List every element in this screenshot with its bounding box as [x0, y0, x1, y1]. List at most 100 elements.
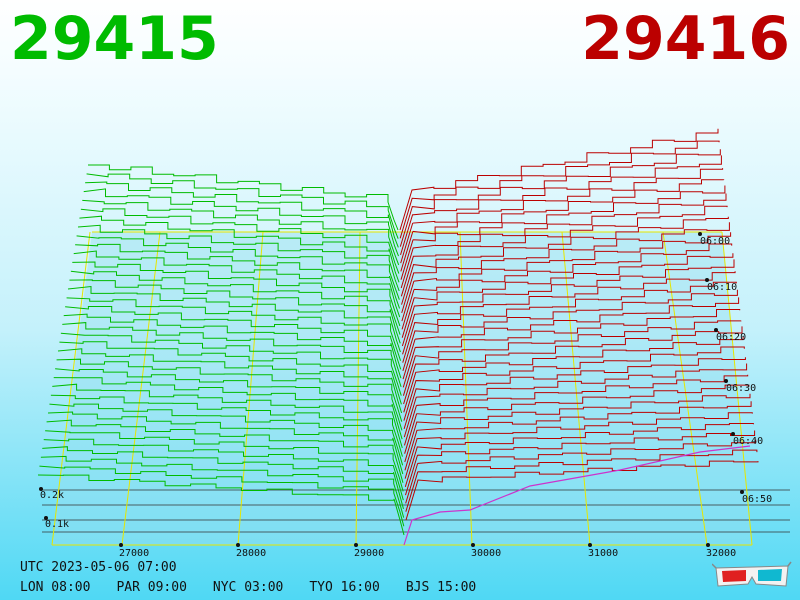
ask-price: 29416 — [581, 4, 790, 74]
ask-depth-curve — [403, 346, 745, 421]
bid-depth-curve — [46, 419, 404, 483]
ask-depth-curve — [401, 222, 730, 314]
ask-depth-curve — [400, 155, 722, 256]
time-tick-label: 06:10 — [707, 282, 737, 293]
ask-depth-curve — [399, 128, 719, 231]
grid-line — [721, 231, 753, 546]
bid-price: 29415 — [10, 4, 219, 74]
time-tick-label: 06:00 — [700, 236, 730, 247]
ask-depth-curve — [402, 309, 741, 388]
bid-depth-curve — [79, 215, 400, 283]
bid-depth-curve — [50, 394, 403, 457]
bid-depth-curve — [76, 235, 400, 300]
x-tick — [471, 543, 475, 547]
ask-depth-curve — [404, 412, 753, 479]
timezone-clock: NYC 03:00 — [212, 580, 284, 595]
time-tick — [724, 379, 728, 383]
timezone-clock: TYO 16:00 — [309, 580, 380, 595]
bid-depth-curve — [85, 181, 399, 248]
bid-depth-curve — [62, 322, 402, 388]
bid-depth-curve — [42, 446, 404, 510]
x-tick-label: 32000 — [706, 548, 736, 559]
depth-tick-label: 0.1k — [45, 519, 69, 530]
grid-line — [121, 231, 161, 546]
ask-depth-curve — [403, 363, 748, 438]
ask-depth-curve — [400, 193, 727, 289]
ask-depth-curve — [400, 185, 726, 280]
bid-depth-curve — [86, 173, 399, 239]
x-tick — [354, 543, 358, 547]
bid-depth-curve — [75, 243, 401, 309]
timezone-clock: PAR 09:00 — [116, 580, 187, 595]
time-tick-label: 06:30 — [726, 383, 756, 394]
timezone-clock: LON 08:00 — [20, 580, 91, 595]
ask-depth-curve — [403, 374, 749, 446]
x-tick — [236, 543, 240, 547]
time-tick — [705, 278, 709, 282]
time-tick — [731, 432, 735, 436]
bid-depth-curve — [59, 341, 402, 405]
grid-line — [237, 231, 264, 546]
ask-front-curve — [403, 445, 751, 546]
time-tick — [714, 328, 718, 332]
ask-depth-curve — [404, 401, 752, 471]
bid-depth-curve — [43, 438, 404, 501]
ask-depth-curve — [405, 439, 757, 504]
bid-depth-curve — [69, 279, 401, 344]
ask-depth-curve — [400, 205, 728, 297]
bid-depth-curve — [70, 270, 401, 335]
bid-depth-curve — [53, 377, 403, 440]
grid-line — [662, 231, 708, 546]
ask-depth-curve — [405, 449, 758, 512]
bid-depth-curve — [49, 403, 404, 466]
time-tick-label: 06:50 — [742, 494, 772, 505]
x-tick-label: 30000 — [471, 548, 501, 559]
bid-depth-curve — [77, 224, 400, 292]
ask-depth-curve — [403, 335, 744, 413]
ask-depth-curve — [402, 297, 740, 380]
ask-depth-curve — [402, 320, 742, 396]
time-tick-label: 06:40 — [733, 436, 763, 447]
x-tick-label: 29000 — [354, 548, 384, 559]
floor-plane — [52, 232, 752, 545]
x-tick — [706, 543, 710, 547]
bid-depth-curve — [65, 306, 402, 370]
ask-depth-curve — [402, 289, 738, 372]
ask-depth-curve — [401, 259, 735, 347]
bid-depth-curve — [55, 368, 403, 431]
3d-glasses-icon[interactable] — [711, 560, 792, 592]
ask-depth-curve — [403, 326, 743, 405]
bid-depth-curve — [52, 383, 403, 449]
ask-depth-curve — [405, 460, 759, 521]
ask-depth-curve — [400, 179, 725, 272]
bid-depth-curve — [63, 313, 402, 379]
ask-depth-curve — [401, 243, 733, 330]
ask-depth-curve — [404, 423, 754, 488]
grid-line — [459, 231, 473, 546]
bid-depth-curve — [73, 250, 401, 318]
ask-depth-curve — [399, 140, 720, 239]
depth-curves — [37, 128, 759, 546]
ask-depth-curve — [401, 253, 734, 338]
bid-depth-curve — [82, 199, 400, 266]
timezone-row: LON 08:00 PAR 09:00 NYC 03:00 TYO 16:00 BJS … — [20, 580, 476, 595]
bid-depth-curve — [83, 188, 399, 257]
bid-depth-curve — [56, 358, 403, 422]
ask-depth-curve — [404, 384, 750, 454]
bid-depth-curve — [47, 411, 404, 475]
bid-depth-curve — [80, 208, 400, 274]
grid-line — [51, 231, 91, 546]
bid-depth-curve — [45, 430, 404, 492]
x-tick — [119, 543, 123, 547]
bid-depth-curve — [37, 474, 405, 536]
time-tick — [698, 232, 702, 236]
x-tick-label: 28000 — [236, 548, 266, 559]
x-tick — [588, 543, 592, 547]
time-tick — [740, 490, 744, 494]
depth-tick-label: 0.2k — [40, 490, 64, 501]
bid-depth-curve — [57, 348, 403, 414]
ask-depth-curve — [399, 149, 721, 247]
bid-depth-curve — [39, 465, 405, 527]
axis-labels: 27000 28000 29000 30000 31000 32000 06:00 06:10… — [39, 232, 772, 559]
